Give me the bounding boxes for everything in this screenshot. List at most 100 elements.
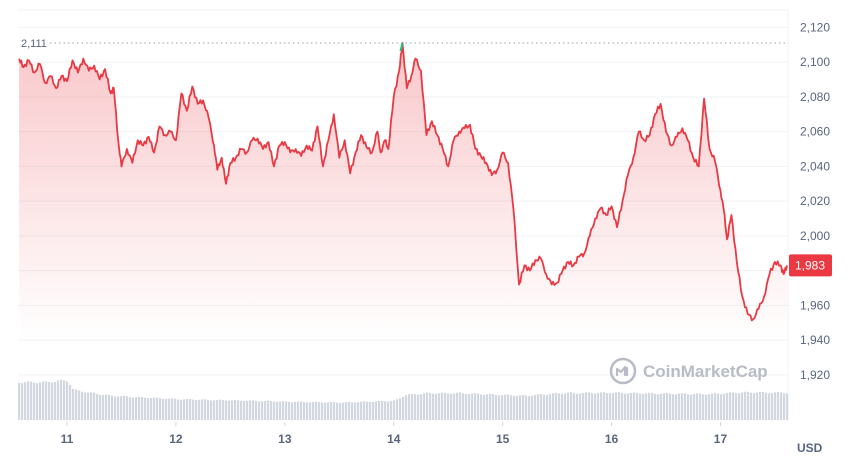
volume-bar [534, 394, 537, 420]
y-tick-label: 2,020 [800, 194, 830, 208]
volume-bar [207, 399, 210, 420]
volume-bar [474, 393, 477, 420]
volume-bar [378, 400, 381, 420]
volume-bar [702, 394, 705, 420]
volume-bar [603, 392, 606, 420]
volume-bar [117, 396, 120, 420]
volume-bar [258, 401, 261, 420]
volume-bar [213, 400, 216, 420]
volume-bar [507, 394, 510, 420]
volume-bar [471, 393, 474, 420]
volume-bar [129, 397, 132, 420]
volume-bar [363, 401, 366, 420]
volume-bar [642, 393, 645, 420]
volume-bars [18, 379, 789, 420]
volume-bar [600, 392, 603, 420]
volume-bar [81, 391, 84, 420]
volume-bar [132, 397, 135, 420]
volume-bar [135, 397, 138, 420]
volume-bar [399, 398, 402, 420]
volume-bar [765, 392, 768, 420]
volume-bar [195, 400, 198, 420]
volume-bar [252, 400, 255, 420]
volume-bar [102, 394, 105, 420]
volume-bar [372, 401, 375, 420]
x-tick-label: 15 [496, 432, 510, 446]
volume-bar [330, 401, 333, 420]
volume-bar [555, 392, 558, 420]
volume-bar [96, 393, 99, 420]
volume-bar [432, 393, 435, 420]
current-price-label: 1,983 [795, 258, 825, 272]
volume-bar [39, 382, 42, 420]
volume-bar [375, 401, 378, 420]
volume-bar [261, 401, 264, 420]
volume-bar [612, 393, 615, 420]
volume-bar [675, 394, 678, 420]
volume-bar [516, 395, 519, 420]
volume-bar [630, 392, 633, 420]
volume-bar [492, 394, 495, 420]
x-tick-label: 17 [714, 432, 728, 446]
volume-bar [576, 393, 579, 420]
y-tick-label: 2,100 [800, 55, 830, 69]
volume-bar [756, 392, 759, 420]
volume-bar [333, 402, 336, 420]
y-tick-label: 2,120 [800, 20, 830, 34]
volume-bar [486, 394, 489, 420]
volume-bar [657, 394, 660, 420]
volume-bar [78, 390, 81, 420]
volume-bar [438, 393, 441, 420]
volume-bar [582, 392, 585, 420]
volume-bar [690, 394, 693, 420]
volume-bar [36, 383, 39, 420]
volume-bar [231, 400, 234, 420]
volume-bar [621, 392, 624, 420]
volume-bar [18, 383, 21, 420]
volume-bar [294, 401, 297, 420]
volume-bar [615, 392, 618, 420]
volume-bar [741, 392, 744, 420]
volume-bar [339, 402, 342, 420]
volume-bar [498, 395, 501, 420]
volume-bar [639, 393, 642, 420]
volume-bar [141, 396, 144, 420]
volume-bar [390, 400, 393, 420]
volume-bar [357, 402, 360, 420]
volume-bar [549, 394, 552, 420]
y-tick-label: 2,060 [800, 125, 830, 139]
volume-bar [417, 394, 420, 420]
volume-bar [210, 400, 213, 420]
volume-bar [324, 402, 327, 420]
volume-bar [588, 392, 591, 420]
y-axis: 1,9201,9401,9601,9802,0002,0202,0402,060… [800, 20, 830, 382]
volume-bar [300, 401, 303, 420]
volume-bar [663, 393, 666, 420]
volume-bar [126, 396, 129, 420]
volume-bar [531, 395, 534, 420]
price-area-fill [19, 43, 787, 340]
volume-bar [69, 384, 72, 420]
volume-bar [348, 401, 351, 420]
volume-bar [618, 392, 621, 420]
volume-bar [279, 401, 282, 420]
volume-bar [636, 392, 639, 420]
volume-bar [735, 393, 738, 420]
volume-bar [42, 381, 45, 420]
volume-bar [510, 395, 513, 420]
volume-bar [306, 402, 309, 420]
y-tick-label: 2,080 [800, 90, 830, 104]
volume-bar [108, 394, 111, 420]
volume-bar [402, 396, 405, 420]
volume-bar [66, 381, 69, 420]
price-line [18, 42, 788, 322]
volume-bar [570, 392, 573, 420]
volume-bar [558, 393, 561, 420]
volume-bar [297, 401, 300, 420]
volume-bar [744, 391, 747, 420]
volume-bar [204, 399, 207, 420]
volume-bar [426, 392, 429, 420]
volume-bar [720, 394, 723, 420]
